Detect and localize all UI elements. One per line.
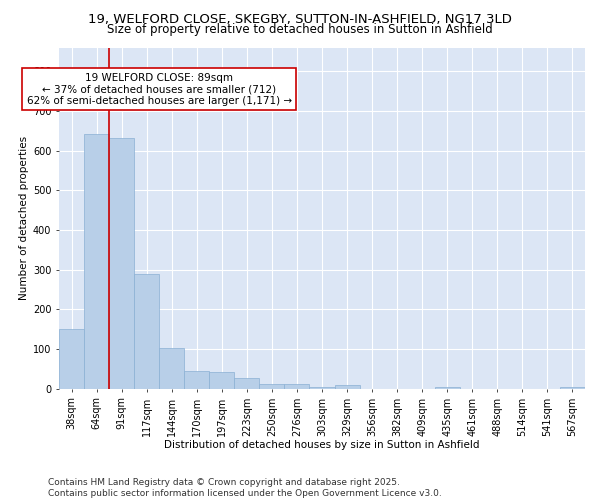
Bar (109, 138, 134, 389)
Bar (259, 384, 284, 389)
Text: Contains HM Land Registry data © Crown copyright and database right 2025.
Contai: Contains HM Land Registry data © Crown c… (48, 478, 442, 498)
Bar (159, 348, 184, 389)
Bar (335, 385, 359, 389)
Bar (84, 134, 109, 389)
Bar (310, 387, 335, 389)
X-axis label: Distribution of detached houses by size in Sutton in Ashfield: Distribution of detached houses by size … (164, 440, 480, 450)
Bar (59, 330, 84, 389)
Text: Size of property relative to detached houses in Sutton in Ashfield: Size of property relative to detached ho… (107, 22, 493, 36)
Bar (560, 387, 585, 389)
Bar (235, 378, 259, 389)
Y-axis label: Number of detached properties: Number of detached properties (19, 136, 29, 300)
Bar (209, 372, 235, 389)
Text: 19 WELFORD CLOSE: 89sqm
← 37% of detached houses are smaller (712)
62% of semi-d: 19 WELFORD CLOSE: 89sqm ← 37% of detache… (26, 72, 292, 106)
Text: 19, WELFORD CLOSE, SKEGBY, SUTTON-IN-ASHFIELD, NG17 3LD: 19, WELFORD CLOSE, SKEGBY, SUTTON-IN-ASH… (88, 12, 512, 26)
Bar (134, 274, 159, 389)
Bar (284, 384, 310, 389)
Bar (435, 387, 460, 389)
Bar (184, 370, 209, 389)
